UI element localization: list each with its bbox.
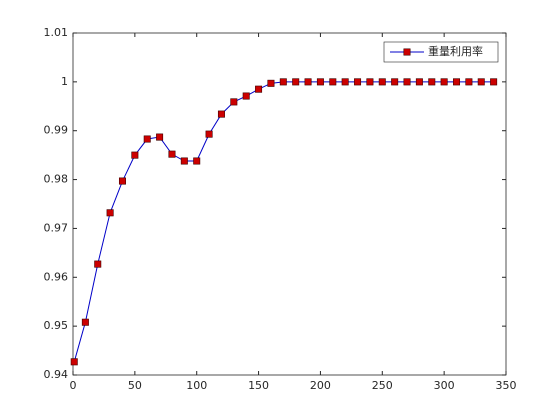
x-tick-label: 200	[310, 379, 331, 392]
data-marker	[106, 209, 114, 217]
x-tick-label: 300	[434, 379, 455, 392]
data-marker	[156, 133, 164, 141]
data-marker	[230, 98, 238, 106]
data-marker	[477, 78, 485, 86]
data-marker	[428, 78, 436, 86]
data-marker	[81, 318, 89, 326]
y-tick-label: 0.97	[44, 221, 69, 234]
data-marker	[94, 260, 102, 268]
x-tick-label: 350	[496, 379, 517, 392]
data-marker	[366, 78, 374, 86]
y-tick-label: 1	[61, 75, 68, 88]
data-marker	[391, 78, 399, 86]
data-marker	[292, 78, 300, 86]
data-marker	[378, 78, 386, 86]
data-marker	[255, 85, 263, 93]
data-marker	[304, 78, 312, 86]
legend-box	[383, 41, 499, 63]
data-marker	[131, 151, 139, 159]
data-marker	[217, 110, 225, 118]
data-marker	[329, 78, 337, 86]
data-marker	[168, 150, 176, 158]
x-tick-label: 50	[128, 379, 142, 392]
y-tick-label: 0.94	[44, 368, 69, 381]
x-tick-label: 0	[70, 379, 77, 392]
data-marker	[490, 78, 498, 86]
data-marker	[193, 157, 201, 165]
data-marker	[279, 78, 287, 86]
x-tick-label: 150	[248, 379, 269, 392]
y-tick-label: 0.96	[44, 270, 69, 283]
data-marker	[403, 78, 411, 86]
plot-area	[72, 32, 507, 376]
data-marker	[180, 157, 188, 165]
data-marker	[70, 358, 78, 366]
data-marker	[205, 130, 213, 138]
y-tick-label: 0.98	[44, 173, 69, 186]
data-marker	[354, 78, 362, 86]
y-tick-label: 1.01	[44, 26, 69, 39]
y-tick-label: 0.95	[44, 319, 69, 332]
y-tick-label: 0.99	[44, 124, 69, 137]
x-tick-label: 250	[372, 379, 393, 392]
data-marker	[465, 78, 473, 86]
data-marker	[440, 78, 448, 86]
x-tick-label: 100	[186, 379, 207, 392]
data-marker	[267, 79, 275, 87]
data-marker	[341, 78, 349, 86]
legend-label: 重量利用率	[428, 44, 483, 58]
data-marker	[143, 135, 151, 143]
data-marker	[453, 78, 461, 86]
data-marker	[242, 92, 250, 100]
data-marker	[118, 177, 126, 185]
data-marker	[316, 78, 324, 86]
data-marker	[415, 78, 423, 86]
legend-marker	[403, 48, 411, 56]
